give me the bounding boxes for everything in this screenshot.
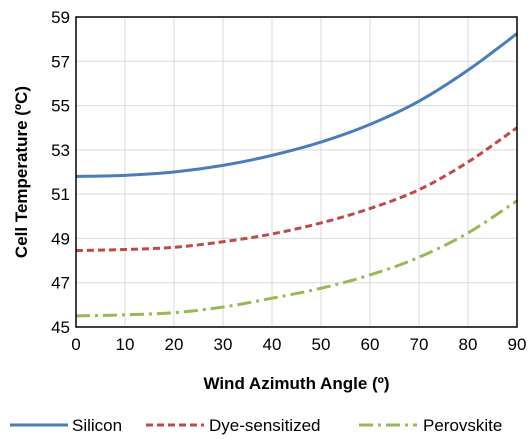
x-tick-label: 80 bbox=[459, 335, 478, 354]
x-axis-title: Wind Azimuth Angle (º) bbox=[203, 374, 389, 393]
legend-label-perovskite: Perovskite bbox=[423, 416, 502, 435]
x-tick-label: 70 bbox=[410, 335, 429, 354]
legend-label-silicon: Silicon bbox=[72, 416, 122, 435]
legend-label-dye-sensitized: Dye-sensitized bbox=[209, 416, 321, 435]
y-tick-label: 57 bbox=[51, 52, 70, 71]
y-axis-title: Cell Temperature (ºC) bbox=[12, 86, 31, 258]
x-tick-label: 20 bbox=[165, 335, 184, 354]
x-tick-label: 40 bbox=[263, 335, 282, 354]
x-tick-label: 60 bbox=[361, 335, 380, 354]
x-tick-label: 30 bbox=[214, 335, 233, 354]
x-tick-label: 10 bbox=[116, 335, 135, 354]
x-tick-label: 0 bbox=[71, 335, 80, 354]
x-axis-ticks: 0 10 20 30 40 50 60 70 80 90 bbox=[71, 335, 526, 354]
y-tick-label: 59 bbox=[51, 8, 70, 27]
series-lines bbox=[75, 32, 518, 318]
legend: Silicon Dye-sensitized Perovskite bbox=[10, 416, 502, 435]
y-tick-label: 47 bbox=[51, 274, 70, 293]
y-tick-label: 55 bbox=[51, 97, 70, 116]
series-line-dye-sensitized bbox=[75, 126, 518, 253]
plot-frame bbox=[75, 16, 518, 328]
series-line-silicon bbox=[75, 32, 518, 178]
series-line-perovskite bbox=[75, 199, 518, 318]
y-axis-ticks: 45 47 49 51 53 55 57 59 bbox=[51, 8, 70, 337]
y-tick-label: 53 bbox=[51, 141, 70, 160]
x-tick-label: 90 bbox=[508, 335, 527, 354]
y-tick-label: 49 bbox=[51, 229, 70, 248]
y-tick-label: 51 bbox=[51, 185, 70, 204]
y-tick-label: 45 bbox=[51, 318, 70, 337]
x-tick-label: 50 bbox=[312, 335, 331, 354]
